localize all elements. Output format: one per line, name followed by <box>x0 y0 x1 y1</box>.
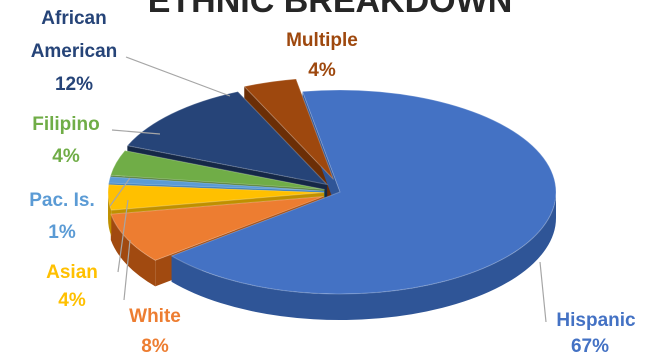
slice-value-multiple: 4% <box>308 60 336 81</box>
chart-title: ETHNIC BREAKDOWN <box>148 0 513 20</box>
slice-label-asian: Asian <box>46 262 98 283</box>
slice-label-filipino: Filipino <box>32 114 100 135</box>
slice-label-hispanic: Hispanic <box>556 310 636 331</box>
slice-label-multiple: Multiple <box>286 30 358 51</box>
leader-line-hispanic <box>540 262 546 322</box>
leader-line-african-american <box>126 57 230 96</box>
slice-value-filipino: 4% <box>52 146 80 167</box>
slice-value-white: 8% <box>141 336 169 357</box>
slice-value-pac-is-: 1% <box>48 222 76 243</box>
slice-label-white: White <box>129 306 181 327</box>
slice-value-hispanic: 67% <box>571 336 609 357</box>
slice-label-pac-is-: Pac. Is. <box>29 190 95 211</box>
slice-value-asian: 4% <box>58 290 86 311</box>
slice-label-african-american: African American <box>31 8 118 62</box>
slice-value-african-american: 12% <box>55 74 93 95</box>
